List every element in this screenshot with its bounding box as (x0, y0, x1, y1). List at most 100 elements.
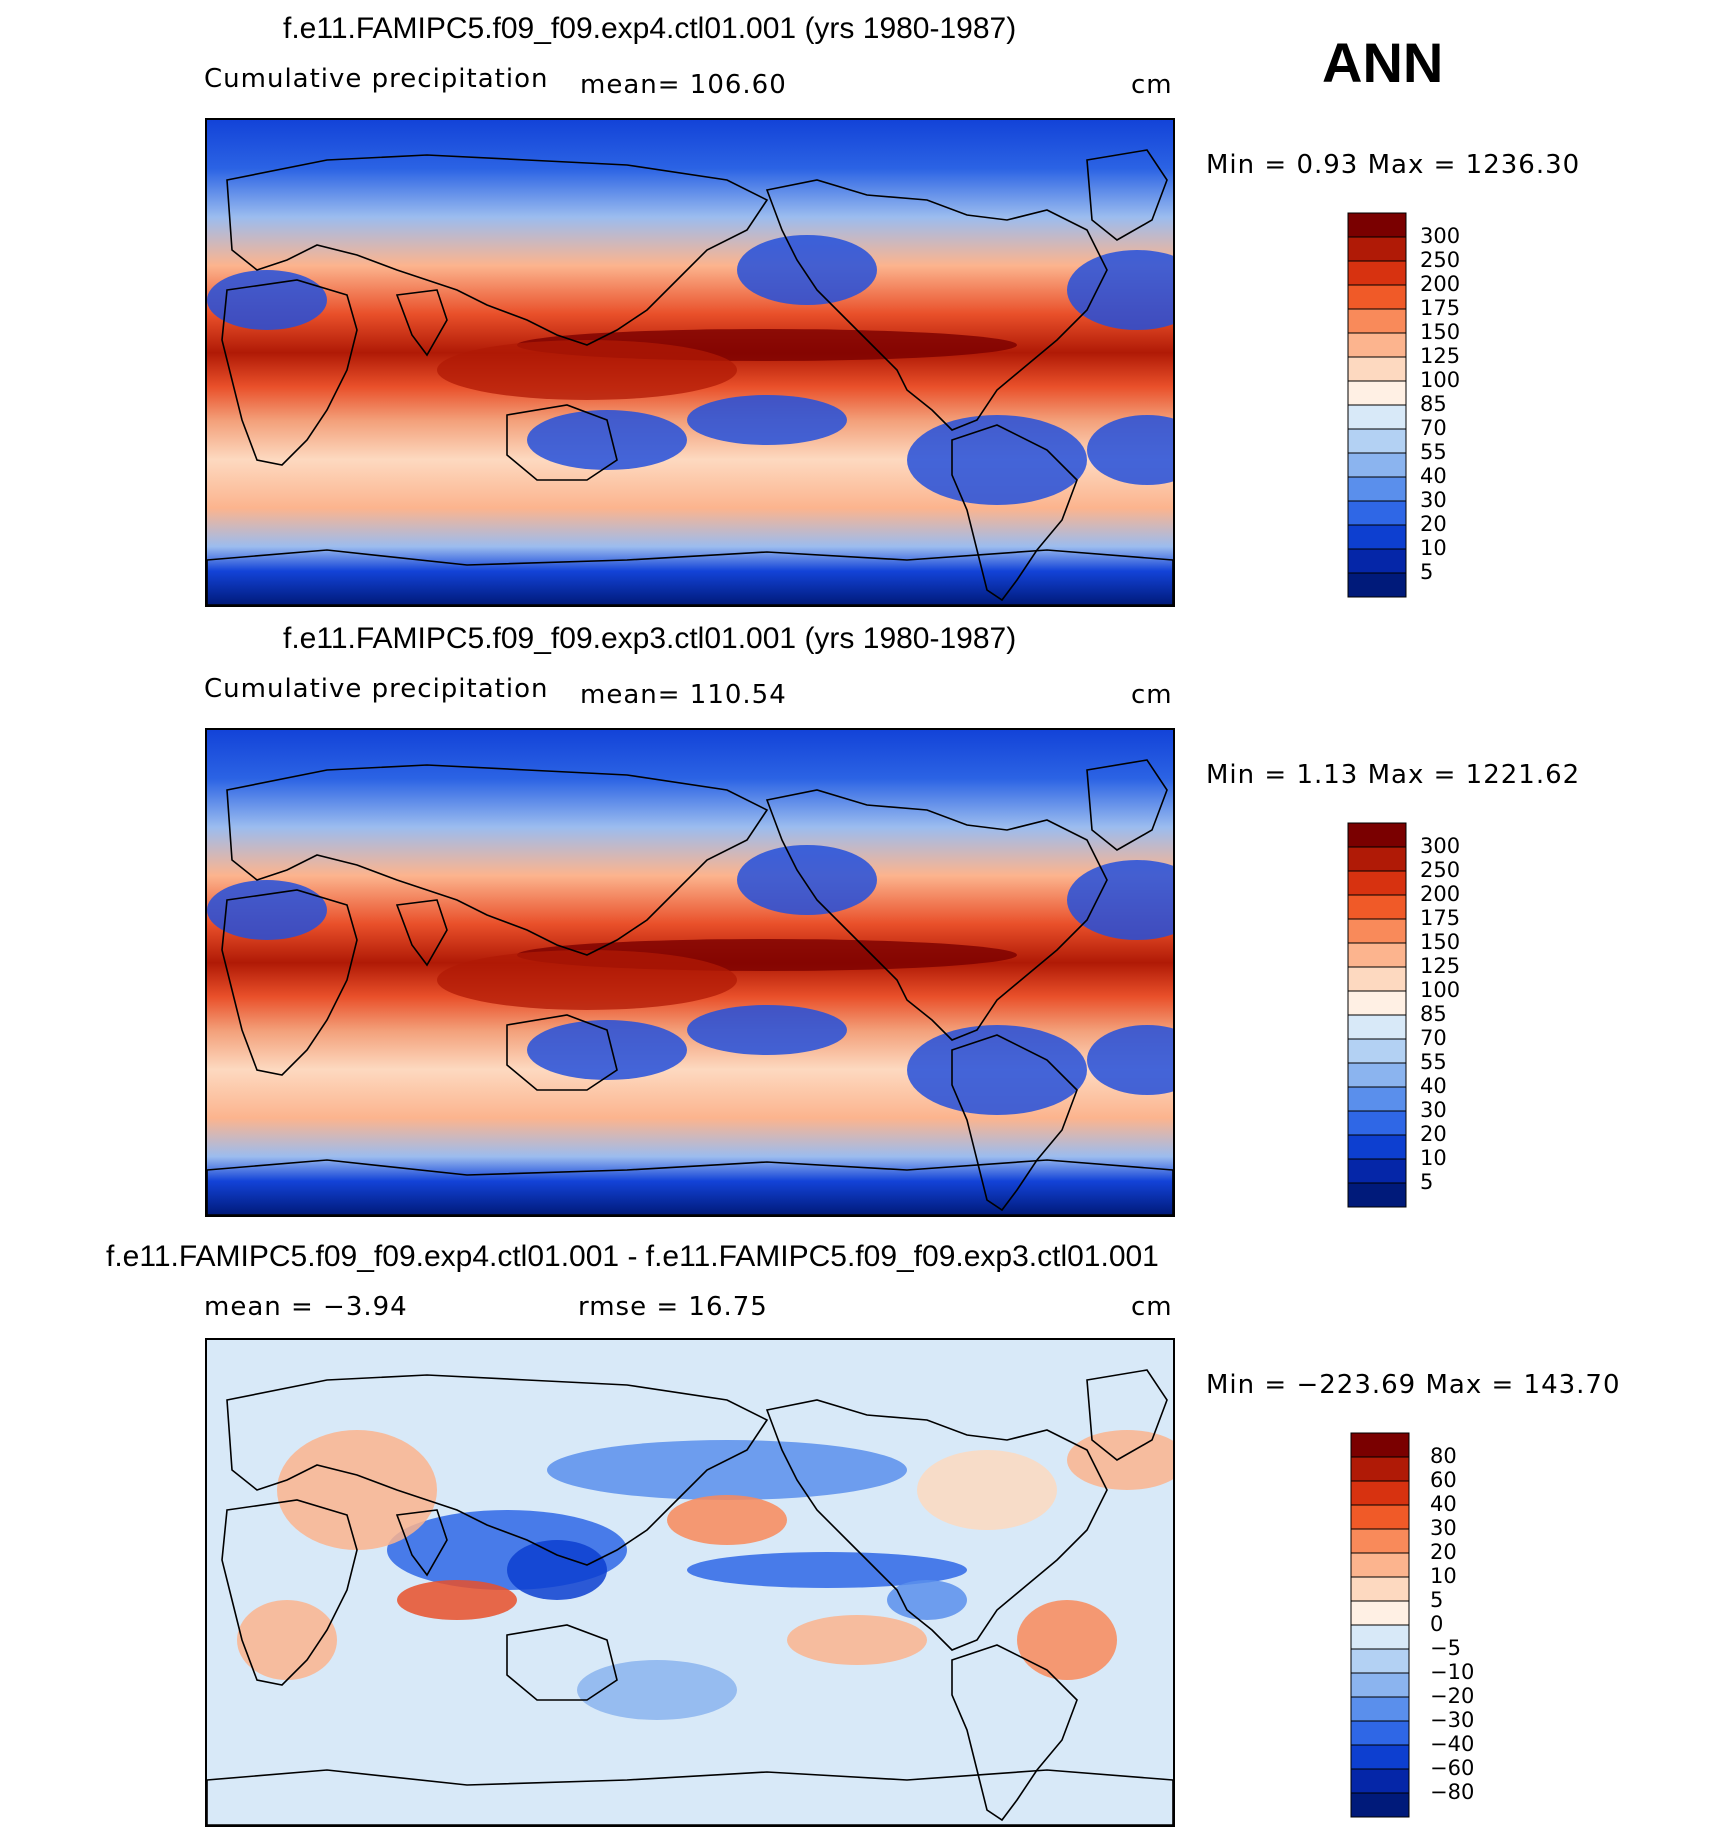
dry-region (687, 395, 847, 445)
colorbar-swatch (1350, 1624, 1410, 1650)
coastline (765, 179, 1108, 431)
mean-label: mean= 110.54 (580, 680, 787, 710)
map-svg (207, 730, 1173, 1215)
colorbar-swatch (1350, 1696, 1410, 1722)
colorbar-swatch (1347, 1086, 1407, 1112)
map-svg (207, 120, 1173, 605)
colorbar-swatch (1350, 1432, 1410, 1458)
colorbar-swatch (1347, 308, 1407, 334)
colorbar-swatch (1350, 1744, 1410, 1770)
colorbar-swatch (1347, 356, 1407, 382)
colorbar-swatch (1347, 452, 1407, 478)
units-label: cm (1131, 1292, 1173, 1322)
colorbar-tick-label: 85 (1420, 1002, 1447, 1026)
anomaly-region (547, 1440, 907, 1500)
coastline (951, 424, 1078, 602)
colorbar-swatch (1350, 1672, 1410, 1698)
dry-region (737, 845, 877, 915)
warm-pool (437, 340, 737, 400)
colorbar-tick-label: 125 (1420, 954, 1461, 978)
colorbar-swatch (1350, 1576, 1410, 1602)
colorbar-tick-label: −40 (1430, 1732, 1475, 1756)
colorbar-tick-label: 70 (1420, 416, 1447, 440)
colorbar (1350, 1432, 1410, 1818)
colorbar-tick-label: 20 (1430, 1540, 1457, 1564)
colorbar-swatch (1347, 428, 1407, 454)
colorbar-swatch (1347, 1134, 1407, 1160)
dry-region (737, 235, 877, 305)
colorbar-swatch (1350, 1720, 1410, 1746)
anomaly-region (397, 1580, 517, 1620)
colorbar-swatch (1347, 260, 1407, 286)
coastline (207, 1769, 1173, 1825)
anomaly-region (577, 1660, 737, 1720)
colorbar-swatch (1347, 548, 1407, 574)
coastline (395, 899, 448, 967)
dry-region (207, 270, 327, 330)
colorbar-swatch (1347, 1110, 1407, 1136)
anomaly-region (237, 1600, 337, 1680)
colorbar-tick-label: 20 (1420, 1122, 1447, 1146)
colorbar-swatch (1350, 1504, 1410, 1530)
coastline (951, 1034, 1078, 1212)
colorbar-tick-label: 30 (1420, 488, 1447, 512)
anomaly-region (1067, 1430, 1173, 1490)
panel-title: f.e11.FAMIPC5.f09_f09.exp4.ctl01.001 - f… (106, 1240, 1159, 1273)
coastline (506, 1014, 618, 1091)
colorbar-tick-label: 125 (1420, 344, 1461, 368)
colorbar-swatch (1350, 1480, 1410, 1506)
colorbar-tick-label: 55 (1420, 1050, 1447, 1074)
anomaly-region (507, 1540, 607, 1600)
coastline (226, 764, 769, 956)
dry-region (907, 1025, 1087, 1115)
rmse-label: rmse = 16.75 (578, 1292, 768, 1322)
colorbar-swatch (1347, 822, 1407, 848)
coastline (207, 1159, 1173, 1215)
colorbar-tick-label: 150 (1420, 320, 1461, 344)
anomaly-region (917, 1450, 1057, 1530)
min-max-label: Min = 1.13 Max = 1221.62 (1206, 760, 1581, 790)
colorbar-tick-label: −80 (1430, 1780, 1475, 1804)
colorbar-tick-label: 5 (1430, 1588, 1444, 1612)
colorbar-swatch (1350, 1528, 1410, 1554)
colorbar-swatch (1350, 1456, 1410, 1482)
units-label: cm (1131, 70, 1173, 100)
colorbar-tick-label: 150 (1420, 930, 1461, 954)
colorbar-tick-label: 250 (1420, 248, 1461, 272)
colorbar-swatch (1347, 332, 1407, 358)
colorbar-tick-label: 300 (1420, 834, 1461, 858)
panel-title: f.e11.FAMIPC5.f09_f09.exp3.ctl01.001 (yr… (283, 622, 1017, 655)
colorbar-tick-label: 10 (1420, 1146, 1447, 1170)
colorbar-swatch (1347, 404, 1407, 430)
coastline (765, 1399, 1108, 1651)
coastline (221, 279, 358, 466)
colorbar-tick-label: 60 (1430, 1468, 1457, 1492)
colorbar-swatch (1347, 990, 1407, 1016)
colorbar-swatch (1350, 1792, 1410, 1818)
colorbar-tick-label: −30 (1430, 1708, 1475, 1732)
colorbar-swatch (1350, 1648, 1410, 1674)
colorbar-tick-label: 30 (1420, 1098, 1447, 1122)
colorbar-tick-label: 10 (1430, 1564, 1457, 1588)
warm-pool (437, 950, 737, 1010)
colorbar-swatch (1347, 894, 1407, 920)
colorbar-swatch (1347, 476, 1407, 502)
colorbar-swatch (1350, 1768, 1410, 1794)
coastline (221, 1499, 358, 1686)
colorbar-tick-label: 80 (1430, 1444, 1457, 1468)
colorbar-swatch (1347, 1158, 1407, 1184)
colorbar-swatch (1347, 1182, 1407, 1208)
coastline (226, 154, 769, 346)
coastline (221, 889, 358, 1076)
anomaly-region (687, 1552, 967, 1588)
colorbar-tick-label: 40 (1430, 1492, 1457, 1516)
contour-map (205, 1338, 1175, 1827)
dry-region (907, 415, 1087, 505)
colorbar-tick-label: −10 (1430, 1660, 1475, 1684)
colorbar (1347, 212, 1407, 598)
colorbar-swatch (1347, 918, 1407, 944)
colorbar-tick-label: 10 (1420, 536, 1447, 560)
colorbar-tick-label: 100 (1420, 368, 1461, 392)
colorbar-swatch (1350, 1552, 1410, 1578)
colorbar-tick-label: 85 (1420, 392, 1447, 416)
